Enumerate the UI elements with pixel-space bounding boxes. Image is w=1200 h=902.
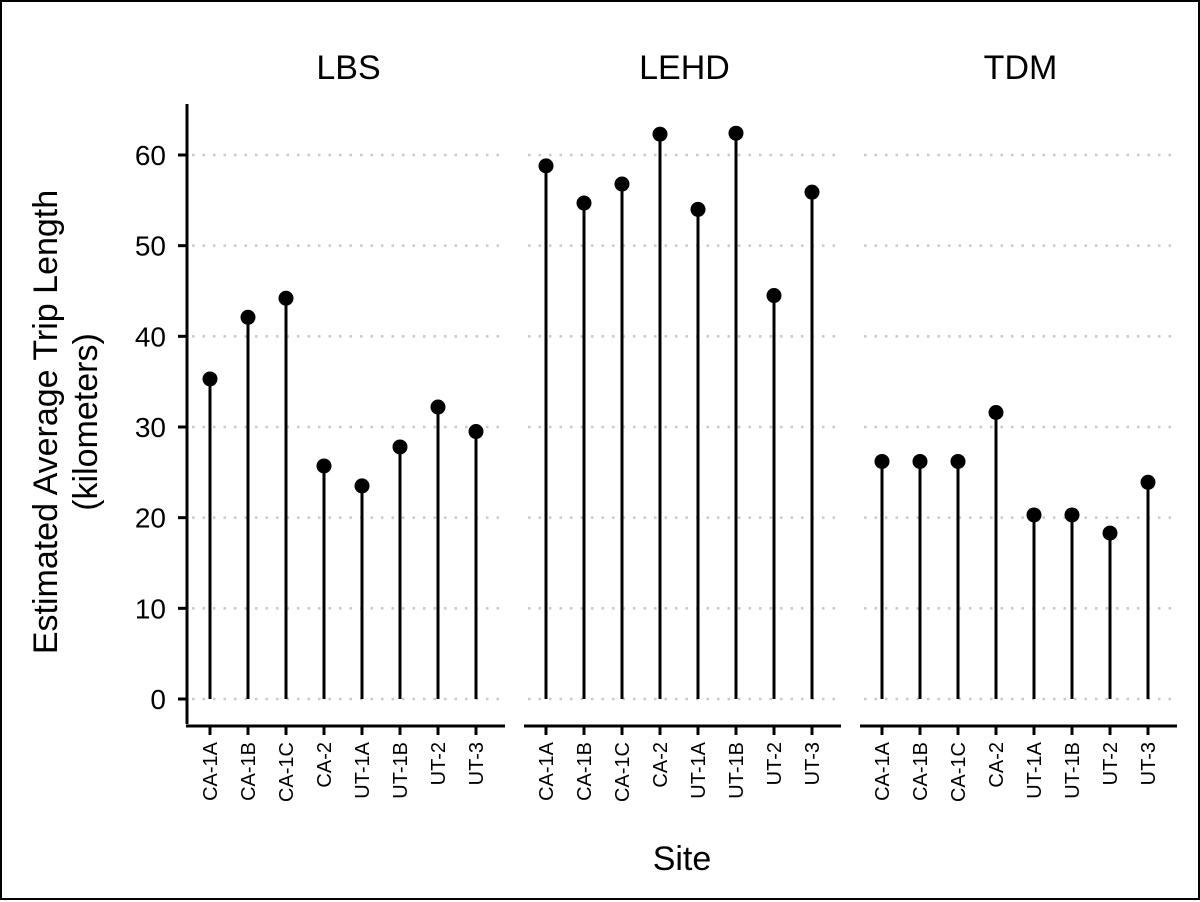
y-tick-label: 60 — [135, 140, 166, 171]
lollipop-point — [1064, 507, 1080, 523]
lollipop-point — [240, 309, 256, 325]
lollipop-point — [278, 290, 294, 306]
x-tick-label: UT-3 — [466, 742, 488, 785]
y-tick-label: 40 — [135, 321, 166, 352]
lollipop-point — [354, 478, 370, 494]
x-tick-label: CA-1A — [200, 741, 222, 801]
x-tick-label: CA-1B — [574, 742, 596, 801]
x-tick-label: CA-2 — [314, 742, 336, 788]
lollipop-point — [950, 453, 966, 469]
lollipop-point — [1140, 474, 1156, 490]
x-tick-label: CA-1A — [872, 741, 894, 801]
x-tick-label: CA-1B — [910, 742, 932, 801]
lollipop-point — [202, 371, 218, 387]
x-tick-label: CA-2 — [986, 742, 1008, 788]
lollipop-point — [690, 201, 706, 217]
lollipop-point — [912, 453, 928, 469]
lollipop-point — [392, 439, 408, 455]
lollipop-point — [1026, 507, 1042, 523]
facet-title-lbs: LBS — [316, 49, 380, 87]
lollipop-point — [766, 288, 782, 304]
facet-title-lehd: LEHD — [639, 49, 730, 87]
lollipop-point — [728, 125, 744, 141]
lollipop-point — [652, 126, 668, 142]
x-tick-label: UT-2 — [1100, 742, 1122, 785]
lollipop-point — [874, 453, 890, 469]
lollipop-point — [804, 184, 820, 200]
x-tick-label: UT-1B — [726, 742, 748, 799]
x-tick-label: UT-1A — [352, 741, 374, 798]
facet-title-tdm: TDM — [984, 49, 1058, 87]
y-axis-title-line1: Estimated Average Trip Length — [27, 190, 65, 654]
y-tick-label: 30 — [135, 412, 166, 443]
lollipop-point — [468, 424, 484, 440]
x-tick-label: UT-3 — [1138, 742, 1160, 785]
x-tick-label: UT-2 — [428, 742, 450, 785]
x-tick-label: UT-1A — [688, 741, 710, 798]
x-tick-label: CA-1C — [948, 742, 970, 802]
lollipop-point — [614, 176, 630, 192]
x-tick-label: UT-1A — [1024, 741, 1046, 798]
lollipop-point — [988, 404, 1004, 420]
lollipop-point — [1102, 525, 1118, 541]
x-tick-label: CA-1A — [536, 741, 558, 801]
x-tick-label: UT-2 — [764, 742, 786, 785]
plot-layer: 0 10 20 30 40 50 60 LBS CA-1A CA-1B CA-1C CA-2 UT-1A… — [135, 49, 1177, 802]
x-tick-label: CA-1C — [276, 742, 298, 802]
x-tick-label: CA-1B — [238, 742, 260, 801]
y-axis-title-group: Estimated Average Trip Length (kilometer… — [27, 190, 105, 654]
lollipop-point — [576, 195, 592, 211]
lollipop-point — [316, 458, 332, 474]
x-axis-title: Site — [653, 840, 712, 878]
x-tick-label: UT-3 — [802, 742, 824, 785]
lollipop-point — [430, 399, 446, 415]
y-tick-label: 0 — [150, 684, 166, 715]
y-axis-title-line2: (kilometers) — [67, 333, 105, 511]
y-tick-label: 10 — [135, 593, 166, 624]
x-tick-label: UT-1B — [390, 742, 412, 799]
y-tick-label: 50 — [135, 231, 166, 262]
x-tick-label: CA-1C — [612, 742, 634, 802]
x-tick-label: CA-2 — [650, 742, 672, 788]
lollipop-point — [538, 158, 554, 174]
y-tick-label: 20 — [135, 503, 166, 534]
x-tick-label: UT-1B — [1062, 742, 1084, 799]
